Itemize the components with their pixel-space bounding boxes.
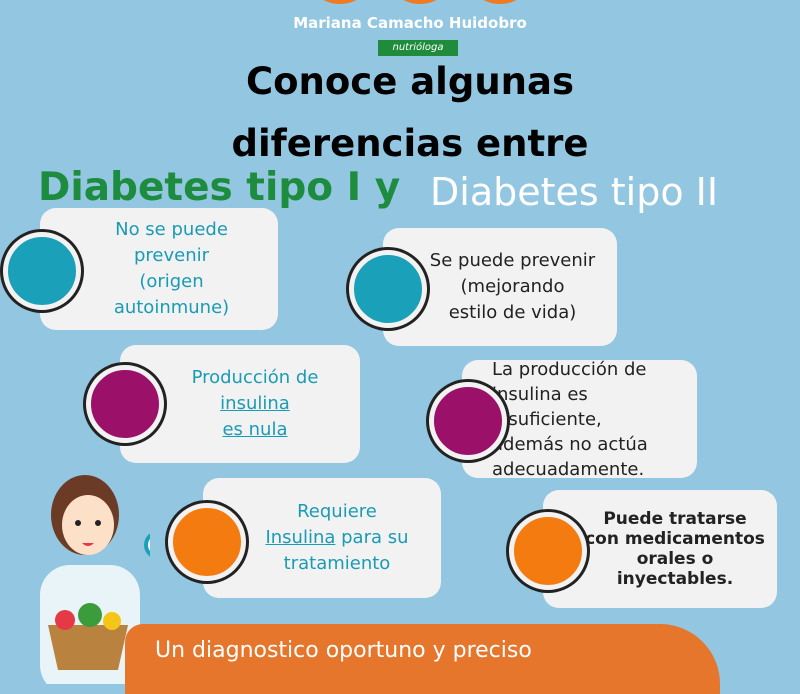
- type2-heading: Diabetes tipo II: [430, 170, 719, 214]
- purple-circle-icon: [429, 382, 507, 460]
- teal-circle-icon: [349, 250, 427, 328]
- diagnosis-banner: Un diagnostico oportuno y preciso: [125, 624, 720, 694]
- orange-circle-icon: [168, 503, 246, 581]
- nutritionist-illustration: [40, 475, 150, 684]
- brand-ribbon: nutrióloga: [378, 40, 458, 56]
- orange-circle-icon: [509, 512, 587, 590]
- teal-circle-icon: [3, 232, 81, 310]
- purple-circle-icon: [86, 365, 164, 443]
- logo: [300, 0, 540, 4]
- type1-heading: Diabetes tipo I y: [38, 165, 401, 210]
- title-line1: Conoce algunas: [245, 60, 575, 103]
- brand-name: Mariana Camacho Huidobro: [293, 14, 527, 32]
- title-line2: diferencias entre: [231, 122, 589, 165]
